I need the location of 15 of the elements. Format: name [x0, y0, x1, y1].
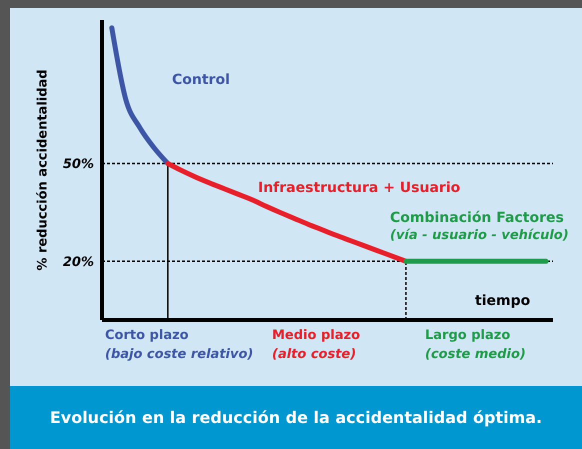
text: Evolución en la reducción de la accidentalidad óptima. — [10, 386, 582, 449]
series-label: Infraestructura + Usuario — [258, 180, 460, 196]
text: Largo plazo — [425, 328, 510, 343]
text: (bajo coste relativo) — [105, 347, 254, 362]
y-axis-title: % reducción accidentalidad — [36, 69, 51, 271]
text: Combinación Factores — [390, 210, 564, 226]
text: Medio plazo — [272, 328, 360, 343]
x-axis-title: tiempo — [475, 293, 530, 309]
y-tick-label: 50% — [62, 157, 94, 172]
text: (coste medio) — [425, 347, 526, 362]
text: Corto plazo — [105, 328, 189, 343]
annotation: (vía - usuario - vehículo) — [390, 228, 569, 243]
text: Control — [172, 72, 230, 88]
text: (alto coste) — [272, 347, 356, 362]
y-tick-label: 20% — [62, 254, 94, 270]
